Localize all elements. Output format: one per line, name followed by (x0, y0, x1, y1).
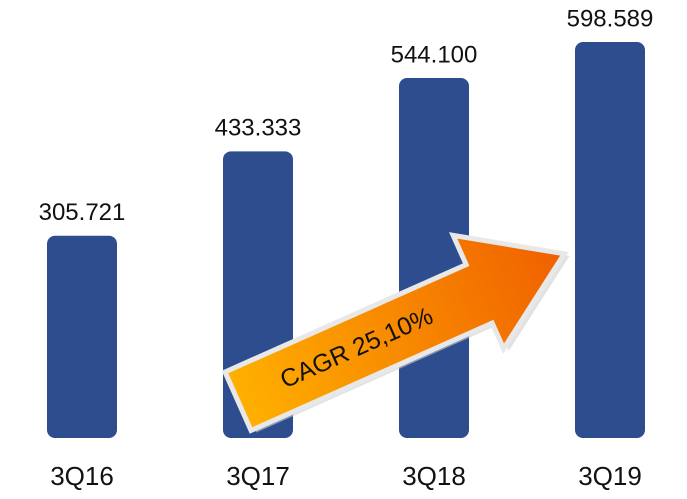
value-label: 433.333 (215, 115, 302, 142)
chart: CAGR 25,10% 305.7213Q16433.3333Q17544.10… (0, 0, 687, 499)
bar (47, 236, 117, 438)
x-tick-label: 3Q18 (402, 461, 466, 491)
x-tick-label: 3Q16 (50, 461, 114, 491)
value-label: 544.100 (391, 41, 478, 68)
x-tick-label: 3Q17 (226, 461, 290, 491)
bar (575, 42, 645, 438)
x-tick-label: 3Q19 (578, 461, 642, 491)
bar (399, 78, 469, 438)
value-label: 305.721 (39, 199, 126, 226)
value-label: 598.589 (567, 5, 654, 32)
